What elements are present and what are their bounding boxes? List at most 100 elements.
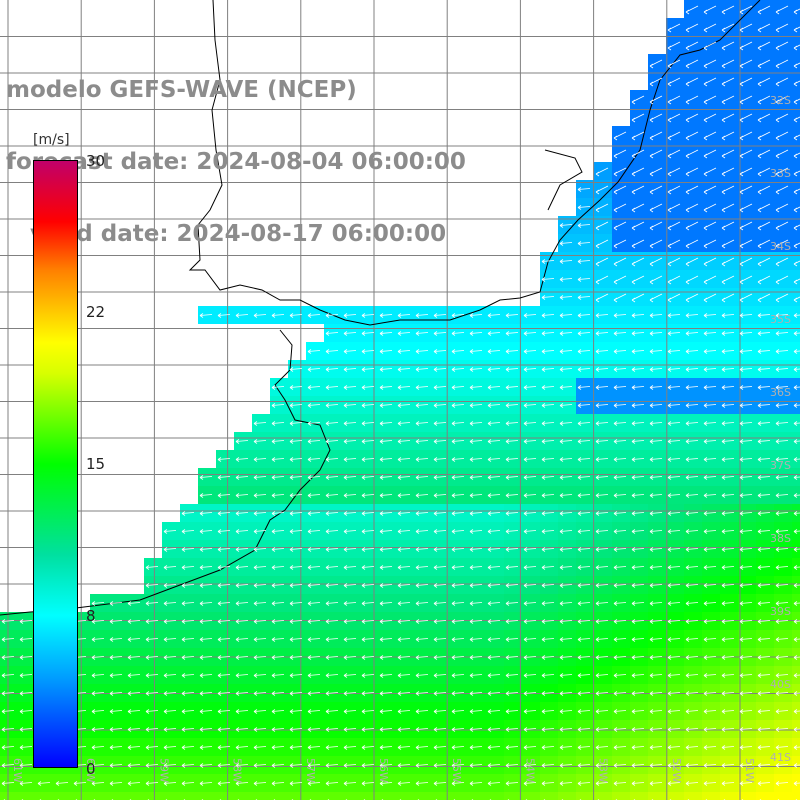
wind-cell	[666, 126, 684, 144]
wind-arrow	[1, 763, 15, 768]
wind-arrow	[505, 655, 519, 660]
wind-arrow	[541, 781, 555, 786]
wind-arrow	[721, 313, 735, 318]
wind-cell	[684, 234, 702, 252]
wind-arrow	[775, 203, 789, 213]
wind-cell	[234, 792, 252, 800]
wind-arrow	[649, 601, 663, 606]
wind-arrow	[253, 709, 267, 714]
colorbar-tick-15: 15	[86, 455, 106, 473]
wind-arrow	[595, 673, 609, 678]
wind-arrow	[613, 745, 627, 750]
wind-arrow	[631, 637, 645, 642]
wind-cell	[756, 144, 774, 162]
wind-arrow	[757, 367, 771, 372]
lat-label-41s: 41S	[770, 751, 791, 764]
wind-arrow	[649, 691, 663, 696]
wind-arrow	[235, 619, 249, 624]
wind-arrow	[469, 583, 483, 588]
wind-arrow	[595, 185, 609, 195]
wind-arrow	[649, 457, 663, 462]
wind-arrow	[649, 95, 663, 105]
lon-label-56w: 56W	[377, 758, 390, 783]
wind-arrow	[793, 188, 800, 195]
wind-arrow	[613, 655, 627, 660]
wind-arrow	[721, 745, 735, 750]
wind-arrow	[343, 583, 357, 588]
wind-arrow	[433, 421, 447, 426]
wind-arrow	[361, 583, 375, 588]
wind-arrow	[91, 745, 105, 750]
wind-arrow	[199, 529, 213, 534]
wind-arrow	[307, 637, 321, 642]
wind-cell	[180, 792, 198, 800]
wind-arrow	[595, 583, 609, 588]
wind-arrow	[721, 727, 735, 732]
wind-cell	[702, 90, 720, 108]
wind-arrow	[235, 673, 249, 678]
wind-arrow	[469, 673, 483, 678]
wind-arrow	[739, 23, 753, 33]
wind-arrow	[667, 457, 681, 462]
wind-arrow	[433, 529, 447, 534]
wind-arrow	[685, 601, 699, 606]
wind-arrow	[487, 511, 501, 516]
wind-arrow	[613, 673, 627, 678]
wind-cell	[666, 288, 684, 306]
wind-arrow	[343, 547, 357, 552]
wind-arrow	[757, 565, 771, 570]
wind-arrow	[667, 673, 681, 678]
wind-arrow	[217, 529, 231, 534]
wind-arrow	[307, 439, 321, 444]
wind-arrow	[703, 239, 717, 249]
wind-arrow	[451, 709, 465, 714]
wind-arrow	[307, 745, 321, 750]
wind-arrow	[253, 583, 267, 588]
wind-arrow	[793, 44, 800, 51]
wind-arrow	[379, 385, 393, 390]
wind-arrow	[793, 62, 800, 69]
wind-arrow	[685, 493, 699, 498]
latitude-labels: 32S 33S 34S 35S 36S 37S 38S 39S 40S 41S	[770, 94, 791, 764]
wind-arrow	[487, 691, 501, 696]
wind-arrow	[541, 619, 555, 624]
colorbar-unit: [m/s]	[33, 132, 70, 148]
wind-arrow	[343, 331, 357, 336]
wind-arrow	[685, 457, 699, 462]
wind-arrow	[271, 511, 285, 516]
wind-arrow	[559, 781, 573, 786]
wind-arrow	[739, 691, 753, 696]
wind-arrow	[523, 565, 537, 570]
wind-arrow	[433, 781, 447, 786]
wind-arrow	[541, 655, 555, 660]
wind-arrow	[649, 565, 663, 570]
wind-cell	[774, 36, 792, 54]
wind-arrow	[361, 403, 375, 408]
wind-arrow	[757, 637, 771, 642]
wind-arrow	[649, 331, 663, 336]
wind-arrow	[703, 727, 717, 732]
wind-arrow	[379, 529, 393, 534]
wind-arrow	[307, 709, 321, 714]
wind-arrow	[595, 167, 609, 177]
wind-cell	[594, 792, 612, 800]
wind-arrow	[631, 221, 645, 231]
wind-arrow	[397, 583, 411, 588]
wind-arrow	[577, 637, 591, 642]
wind-cell	[792, 270, 800, 288]
wind-arrow	[757, 5, 771, 15]
wind-arrow	[469, 655, 483, 660]
lon-label-54w: 54W	[523, 758, 536, 783]
wind-arrow	[469, 331, 483, 336]
wind-arrow	[379, 367, 393, 372]
wind-arrow	[793, 763, 800, 768]
wind-arrow	[487, 781, 501, 786]
wind-arrow	[739, 239, 753, 249]
wind-arrow	[307, 565, 321, 570]
wind-arrow	[451, 547, 465, 552]
wind-arrow	[631, 421, 645, 426]
wind-cell	[612, 144, 630, 162]
wind-arrow	[433, 601, 447, 606]
wind-arrow	[343, 313, 357, 318]
wind-cell	[342, 792, 360, 800]
